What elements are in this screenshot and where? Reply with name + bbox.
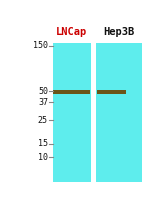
- Text: 50: 50: [38, 87, 48, 96]
- Text: 25: 25: [38, 116, 48, 125]
- Text: 15: 15: [38, 139, 48, 148]
- Bar: [96, 43, 142, 182]
- Text: 150: 150: [33, 41, 48, 50]
- Text: 10: 10: [38, 153, 48, 162]
- Bar: [91, 43, 96, 182]
- Bar: [97, 90, 126, 94]
- Bar: [53, 90, 90, 94]
- Text: Hep3B: Hep3B: [104, 27, 135, 37]
- Text: 37: 37: [38, 98, 48, 107]
- Bar: [53, 43, 91, 182]
- Text: LNCap: LNCap: [56, 27, 87, 37]
